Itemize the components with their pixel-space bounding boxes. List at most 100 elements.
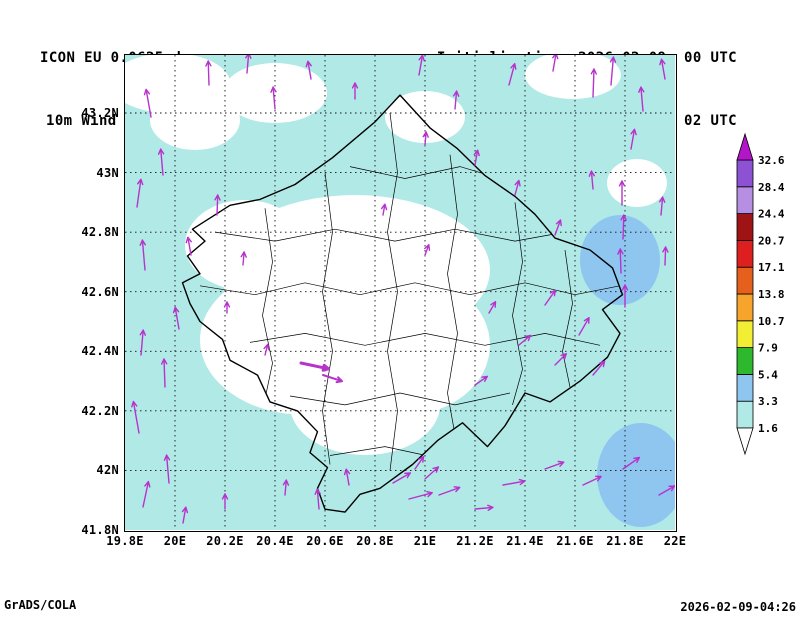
y-tick-label: 42.4N <box>81 344 119 359</box>
wind-arrow <box>163 454 171 484</box>
wind-arrow <box>621 284 629 308</box>
colorbar-label: 13.8 <box>758 288 785 301</box>
wind-arrow <box>270 86 277 110</box>
wind-arrow <box>518 334 532 346</box>
x-tick-label: 21.4E <box>506 534 544 548</box>
wind-arrow <box>282 479 290 496</box>
colorbar: 1.6 3.3 5.4 7.9 10.7 13.8 17.1 20.7 24.4 28.4 32.6 <box>736 132 785 456</box>
colorbar-segment <box>736 159 754 188</box>
wind-arrow <box>618 180 626 206</box>
wind-arrow <box>424 244 431 256</box>
wind-arrow <box>205 60 212 86</box>
wind-arrow <box>131 400 140 434</box>
calm-region <box>607 159 667 207</box>
shade-band-2 <box>597 423 675 527</box>
colorbar-above-triangle <box>736 132 754 161</box>
wind-arrow <box>351 82 359 100</box>
x-tick-label: 21.6E <box>556 534 594 548</box>
x-tick-label: 20E <box>163 534 187 548</box>
colorbar-segment <box>736 347 754 375</box>
colorbar-label: 28.4 <box>758 181 785 194</box>
colorbar-below-triangle <box>736 427 754 456</box>
wind-arrow <box>544 289 556 306</box>
wind-arrow <box>544 460 565 470</box>
colorbar-segment <box>736 400 754 429</box>
x-tick-label: 22E <box>663 534 687 548</box>
x-tick-label: 21.2E <box>456 534 494 548</box>
y-tick-label: 42.8N <box>81 225 119 240</box>
wind-arrow <box>181 506 189 524</box>
wind-arrow <box>380 203 388 216</box>
wind-arrow <box>453 90 460 110</box>
calm-region <box>150 90 240 150</box>
colorbar-label: 20.7 <box>758 234 785 247</box>
wind-arrow <box>590 68 597 98</box>
colorbar-label: 10.7 <box>758 315 785 328</box>
x-tick-label: 20.6E <box>306 534 344 548</box>
wind-arrow <box>582 475 602 486</box>
y-tick-label: 42N <box>96 463 119 478</box>
wind-arrow <box>474 375 488 386</box>
creation-timestamp: 2026-02-09-04:26 <box>680 600 796 614</box>
wind-arrow <box>414 456 425 470</box>
wind-arrow <box>554 353 567 366</box>
wind-arrow <box>473 149 480 166</box>
colorbar-label: 17.1 <box>758 261 785 274</box>
colorbar-segment <box>736 240 754 268</box>
wind-vectors <box>131 55 675 524</box>
wind-arrow <box>630 128 637 150</box>
x-tick-label: 20.8E <box>356 534 394 548</box>
colorbar-segment <box>736 266 754 295</box>
wind-arrow <box>620 214 627 240</box>
x-tick-label: 21.8E <box>606 534 644 548</box>
wind-arrow <box>240 251 247 266</box>
wind-arrow <box>552 55 559 72</box>
calm-region <box>223 63 327 123</box>
wind-map <box>125 55 675 530</box>
wind-arrow <box>157 148 165 176</box>
map-plot-frame <box>124 54 677 532</box>
wind-arrow <box>392 472 411 484</box>
colorbar-segment <box>736 293 754 322</box>
kosovo-border <box>181 94 624 513</box>
wind-arrow <box>588 170 595 190</box>
x-tick-label: 20.4E <box>256 534 294 548</box>
y-tick-label: 41.8N <box>81 523 119 537</box>
wind-arrow <box>617 248 624 274</box>
wind-arrow <box>172 306 180 330</box>
calm-region <box>525 55 621 99</box>
colorbar-label: 3.3 <box>758 395 778 408</box>
y-tick-label: 43.2N <box>81 106 119 120</box>
wind-arrow <box>223 301 231 314</box>
y-tick-label: 43N <box>96 165 119 180</box>
wind-arrow <box>136 178 144 208</box>
y-tick-label: 42.2N <box>81 403 119 418</box>
wind-arrow <box>554 219 562 236</box>
wind-arrow <box>622 456 641 470</box>
colorbar-label: 1.6 <box>758 422 778 435</box>
colorbar-segment <box>736 373 754 402</box>
wind-arrow <box>474 504 494 511</box>
wind-arrow <box>609 56 617 86</box>
colorbar-segment <box>736 320 754 349</box>
wind-arrow <box>322 374 343 384</box>
wind-arrow <box>488 301 497 314</box>
wind-arrow <box>508 63 517 86</box>
district-borders <box>199 112 621 471</box>
wind-arrow <box>424 466 440 480</box>
wind-arrow <box>143 88 152 118</box>
colorbar-label: 32.6 <box>758 154 785 167</box>
colorbar-label: 5.4 <box>758 368 778 381</box>
wind-arrow <box>658 485 675 496</box>
wind-arrow <box>592 360 606 376</box>
colorbar-segment <box>736 213 754 241</box>
calm-region <box>185 200 305 290</box>
wind-arrow <box>221 493 229 510</box>
wind-arrow <box>314 488 321 510</box>
wind-arrow <box>139 239 146 271</box>
wind-arrow <box>299 361 330 372</box>
wind-arrow <box>578 317 590 336</box>
wind-arrow <box>502 478 526 486</box>
wind-arrow <box>305 60 312 80</box>
x-tick-label: 19.8E <box>106 534 144 548</box>
